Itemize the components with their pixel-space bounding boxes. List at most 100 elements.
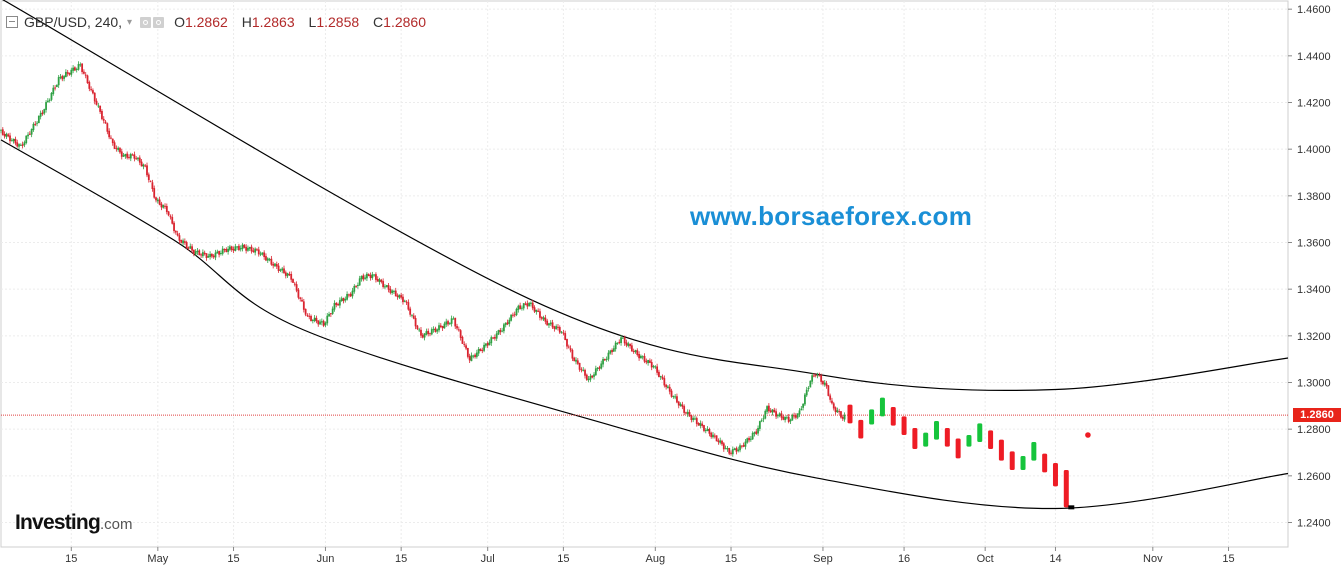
- history-candle-body: [776, 415, 779, 417]
- y-tick-label: 1.3800: [1297, 191, 1331, 203]
- history-candle-body: [63, 76, 65, 79]
- history-candle-body: [512, 314, 514, 316]
- symbol-label[interactable]: GBP/USD, 240,: [24, 14, 123, 30]
- history-candle-body: [809, 380, 812, 388]
- history-candle-body: [836, 410, 839, 413]
- history-candle-body: [450, 318, 453, 324]
- projection-bar: [912, 428, 918, 449]
- history-candle-body: [304, 308, 307, 315]
- history-candle-body: [807, 387, 810, 389]
- low-label: L: [308, 14, 317, 30]
- y-tick-label: 1.3000: [1297, 378, 1331, 390]
- history-candle-body: [340, 298, 343, 301]
- history-candle-body: [201, 252, 204, 257]
- history-candle-body: [151, 182, 154, 190]
- history-candle-body: [832, 403, 835, 409]
- history-candle-body: [117, 147, 120, 150]
- history-candle-body: [477, 348, 480, 354]
- projection-bar: [858, 419, 864, 439]
- history-candle-body: [522, 303, 525, 309]
- history-candle-body: [706, 428, 709, 432]
- projection-bar: [977, 423, 983, 442]
- history-candle-body: [119, 148, 121, 153]
- history-candle-body: [387, 285, 390, 290]
- history-candle-body: [639, 355, 642, 359]
- history-candle-body: [634, 350, 637, 353]
- history-candle-body: [351, 290, 354, 297]
- history-candle-body: [443, 323, 446, 329]
- settings-icon[interactable]: [140, 16, 152, 28]
- x-tick-label: 15: [725, 553, 737, 565]
- history-candle-body: [448, 323, 451, 325]
- history-candle-body: [409, 308, 412, 315]
- history-candle-body: [9, 135, 11, 142]
- history-candle-body: [787, 416, 790, 422]
- history-candle-body: [135, 158, 138, 160]
- history-candle-body: [187, 247, 190, 249]
- history-candle-body: [155, 197, 157, 201]
- history-candle-body: [805, 389, 808, 396]
- history-candle-body: [281, 268, 284, 271]
- history-candle-body: [279, 269, 282, 271]
- history-candle-body: [667, 386, 669, 388]
- history-candle-body: [694, 418, 696, 420]
- collapse-icon[interactable]: [6, 16, 18, 28]
- history-candle-body: [623, 337, 626, 344]
- history-candle-body: [432, 329, 435, 331]
- history-candle-body: [751, 433, 754, 440]
- close-icon[interactable]: [153, 16, 165, 28]
- history-candle-body: [493, 337, 496, 339]
- history-candle-body: [475, 352, 478, 357]
- history-candle-body: [207, 256, 210, 258]
- history-candle-body: [101, 110, 103, 120]
- history-candle-body: [782, 416, 785, 420]
- history-candle-body: [95, 100, 98, 105]
- history-candle-body: [789, 419, 792, 422]
- history-candle-body: [438, 325, 440, 331]
- history-candle-body: [497, 330, 500, 335]
- history-candle-body: [402, 296, 404, 303]
- projection-bars: [847, 397, 1069, 508]
- chevron-down-icon[interactable]: ▾: [127, 16, 133, 28]
- chart-header: GBP/USD, 240, ▾ O1.2862 H1.2863 L1.2858 …: [6, 13, 436, 31]
- history-candle-body: [692, 418, 695, 421]
- history-candle-body: [540, 317, 543, 319]
- history-candle-body: [447, 321, 449, 325]
- history-candle-body: [715, 435, 718, 442]
- history-candle-body: [220, 252, 222, 255]
- history-candle-body: [465, 345, 467, 349]
- history-candle-body: [683, 406, 686, 413]
- history-candle-body: [36, 122, 38, 124]
- history-candle-body: [775, 411, 777, 417]
- history-candle-body: [484, 343, 487, 346]
- history-candle-body: [603, 358, 606, 361]
- history-candle-body: [645, 360, 648, 363]
- projection-bar: [1063, 470, 1069, 508]
- history-candle-body: [499, 329, 502, 333]
- projection-bar: [934, 421, 940, 440]
- history-candle-body: [744, 441, 747, 447]
- history-candle-body: [656, 366, 659, 373]
- history-candle-body: [576, 360, 579, 364]
- history-candle-body: [674, 396, 677, 398]
- history-candle-body: [376, 279, 379, 282]
- history-candle-body: [164, 205, 166, 207]
- history-candle-body: [169, 216, 172, 218]
- history-candle-body: [360, 276, 363, 280]
- history-candle-body: [59, 76, 62, 78]
- history-candle-body: [412, 315, 415, 319]
- watermark-url: www.borsaeforex.com: [690, 201, 973, 231]
- history-candle-body: [739, 445, 741, 451]
- projection-bar: [998, 439, 1004, 461]
- history-candle-body: [703, 425, 705, 431]
- history-candle-body: [14, 138, 17, 144]
- history-candle-body: [717, 440, 720, 443]
- history-candle-body: [737, 449, 740, 452]
- history-candle-body: [584, 369, 586, 376]
- history-candle-body: [66, 72, 69, 74]
- history-candle-body: [274, 263, 276, 267]
- history-candle-body: [68, 72, 71, 75]
- history-candle-body: [156, 199, 159, 202]
